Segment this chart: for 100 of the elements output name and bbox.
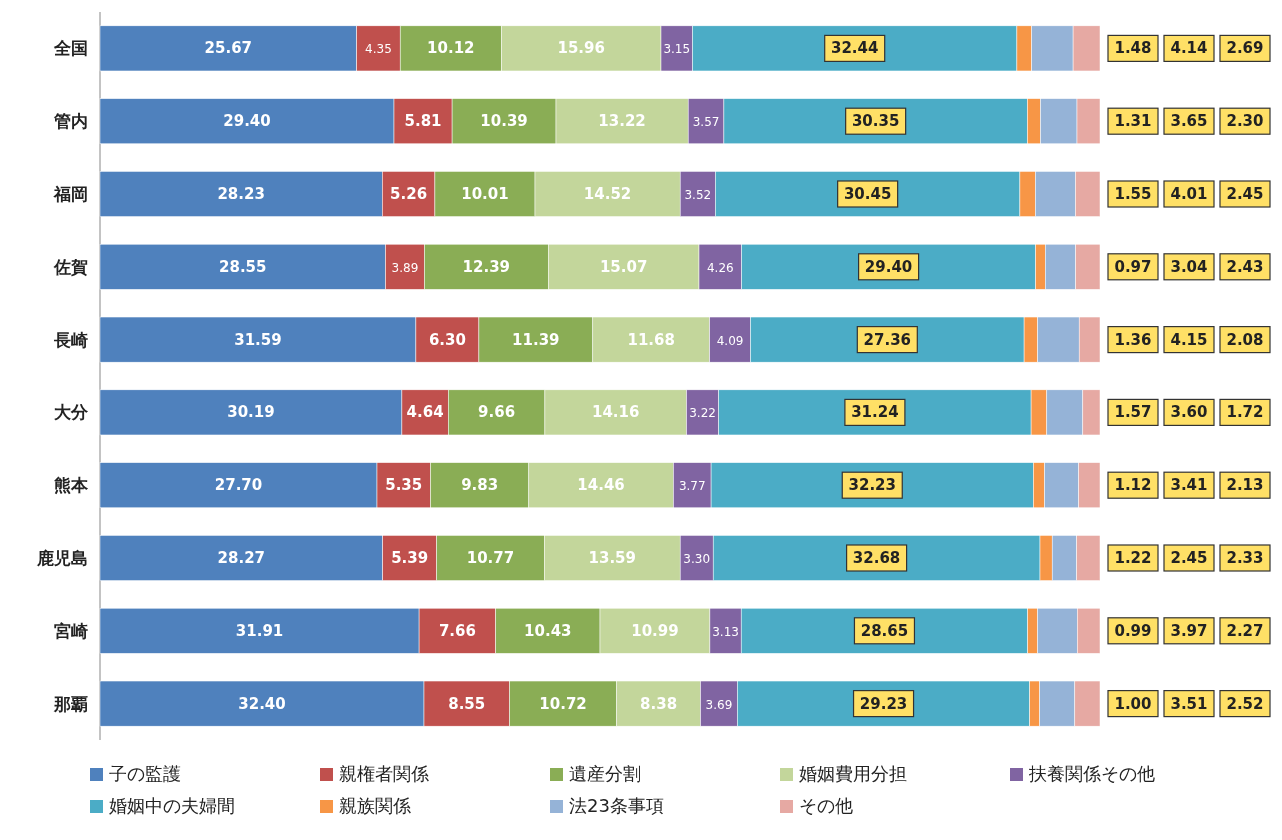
data-label: 3.04 (1170, 257, 1208, 276)
data-label: 1.55 (1114, 185, 1152, 203)
data-label: 6.30 (428, 330, 466, 349)
data-label: 2.52 (1226, 694, 1264, 713)
data-label: 11.68 (627, 330, 675, 349)
data-label: 14.46 (577, 476, 625, 495)
data-label: 3.65 (1170, 112, 1208, 131)
y-tick-label: 那覇 (53, 693, 88, 714)
legend-label: 親族関係 (339, 795, 411, 816)
legend-label: 婚姻中の夫婦間 (109, 795, 235, 816)
data-label: 3.41 (1170, 476, 1208, 495)
data-label: 3.51 (1170, 694, 1208, 713)
data-label: 4.15 (1170, 330, 1208, 349)
y-tick-label: 熊本 (54, 475, 89, 496)
data-label: 5.35 (385, 476, 423, 495)
data-label: 31.91 (235, 621, 284, 640)
data-label: 10.01 (461, 185, 509, 203)
data-label: 3.97 (1170, 621, 1208, 640)
y-tick-label: 佐賀 (53, 256, 88, 277)
data-label: 1.12 (1114, 476, 1152, 495)
data-label: 5.26 (390, 185, 428, 203)
data-label: 3.89 (391, 260, 419, 275)
y-tick-label: 長崎 (53, 329, 88, 350)
data-label: 30.35 (851, 112, 900, 131)
data-label: 29.23 (859, 694, 908, 713)
data-label: 4.26 (706, 260, 734, 275)
data-label: 27.70 (214, 476, 263, 495)
data-label: 31.59 (234, 330, 282, 349)
data-label: 8.38 (640, 694, 678, 713)
data-label: 32.40 (238, 694, 286, 713)
y-tick-label: 大分 (54, 402, 89, 423)
data-label: 25.67 (204, 39, 253, 58)
legend-label: 子の監護 (109, 763, 181, 784)
data-label: 1.00 (1114, 694, 1152, 713)
data-label: 10.43 (524, 621, 572, 640)
data-label: 1.57 (1114, 403, 1152, 422)
data-label: 28.55 (219, 257, 267, 276)
data-label: 2.45 (1170, 549, 1208, 567)
legend-label: 扶養関係その他 (1028, 763, 1155, 784)
data-label: 1.36 (1114, 330, 1152, 349)
data-label: 32.68 (852, 549, 901, 567)
data-label: 31.24 (851, 403, 899, 422)
data-label: 0.97 (1114, 257, 1152, 276)
legend-label: 婚姻費用分担 (799, 763, 907, 784)
data-label: 13.59 (588, 549, 636, 567)
data-label: 3.15 (663, 42, 691, 57)
data-label: 9.66 (478, 403, 516, 422)
data-label: 11.39 (512, 330, 560, 349)
data-label: 32.23 (848, 476, 896, 495)
data-label: 5.39 (391, 549, 429, 567)
data-label: 2.69 (1226, 39, 1264, 58)
legend-label: その他 (799, 795, 853, 816)
data-label: 3.22 (689, 406, 716, 421)
legend-label: 法23条事項 (569, 795, 664, 816)
data-label: 15.07 (599, 257, 648, 276)
data-label: 1.31 (1114, 112, 1152, 131)
data-label: 2.08 (1226, 330, 1264, 349)
data-label: 14.52 (583, 185, 632, 203)
y-tick-label: 宮崎 (54, 620, 88, 641)
data-label: 4.35 (365, 42, 392, 57)
data-label: 3.69 (705, 697, 733, 712)
y-tick-label: 管内 (53, 111, 88, 132)
data-label: 3.57 (692, 115, 720, 130)
data-label: 8.55 (448, 694, 486, 713)
data-label: 13.22 (598, 112, 646, 131)
data-label: 14.16 (591, 403, 640, 422)
data-label: 2.27 (1226, 621, 1264, 640)
data-label: 30.19 (227, 403, 275, 422)
data-label: 10.12 (427, 39, 475, 58)
data-label: 4.01 (1170, 185, 1208, 203)
data-label: 4.09 (716, 333, 744, 348)
data-label: 30.45 (843, 185, 892, 203)
data-label: 9.83 (461, 476, 499, 495)
data-label: 2.30 (1226, 112, 1264, 131)
data-label: 28.27 (217, 549, 266, 567)
data-label: 1.72 (1226, 403, 1264, 422)
data-label: 2.45 (1226, 185, 1264, 203)
y-tick-label: 福岡 (53, 184, 88, 204)
data-label: 1.48 (1114, 39, 1152, 58)
data-label: 12.39 (462, 257, 511, 276)
data-label: 10.77 (466, 549, 515, 567)
data-label: 29.40 (864, 257, 913, 276)
y-tick-label: 全国 (53, 38, 88, 59)
data-label: 2.13 (1226, 476, 1264, 495)
data-label: 28.23 (217, 185, 265, 203)
data-label: 32.44 (830, 39, 879, 58)
data-label: 5.81 (404, 112, 442, 131)
y-tick-label: 鹿児島 (36, 548, 88, 568)
data-label: 7.66 (438, 621, 476, 640)
data-label: 1.22 (1114, 549, 1152, 567)
data-label: 15.96 (557, 39, 605, 58)
legend-label: 遺産分割 (569, 763, 641, 784)
data-label: 28.65 (860, 621, 909, 640)
data-label: 10.99 (631, 621, 679, 640)
data-label: 29.40 (223, 112, 271, 131)
data-label: 0.99 (1114, 621, 1152, 640)
data-label: 10.39 (480, 112, 528, 131)
data-label: 2.33 (1226, 549, 1264, 567)
legend-label: 親権者関係 (339, 763, 429, 784)
data-label: 4.64 (406, 403, 444, 422)
